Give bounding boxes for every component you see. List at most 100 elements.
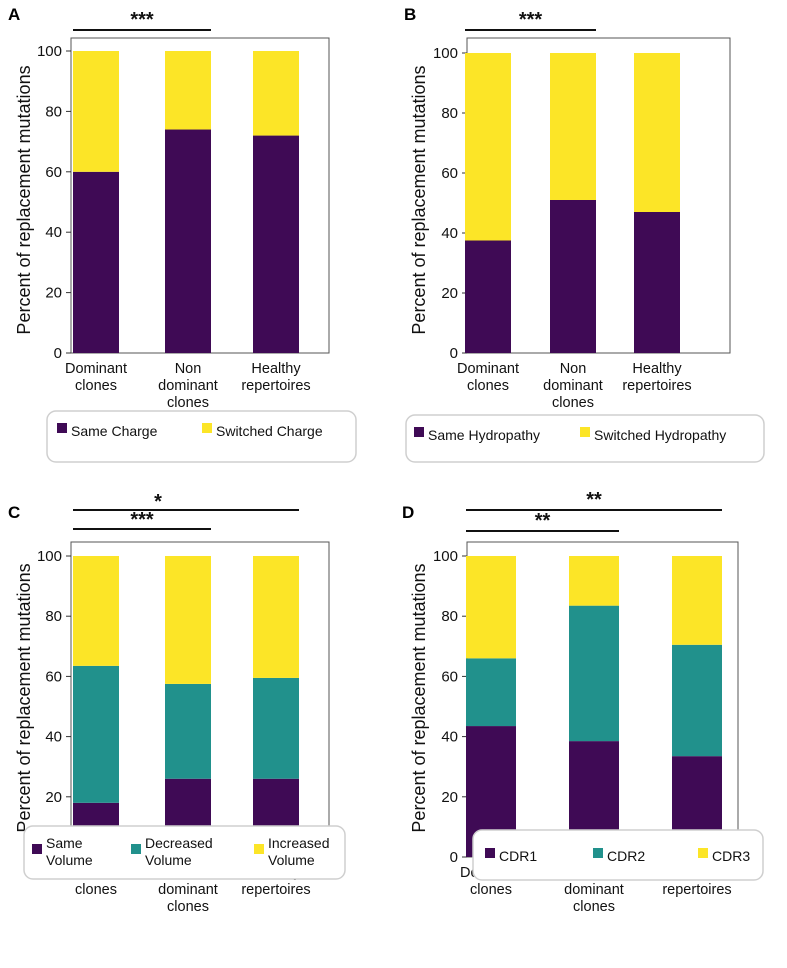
panel-letter: D [402,503,414,522]
legend-label-line: Volume [46,852,93,868]
legend-label-line: Switched Charge [216,423,323,439]
legend-label: Same Volume [46,835,93,868]
legend-swatch [414,427,424,437]
bar-increased-volume [73,556,119,666]
x-category-label-line: clones [75,882,117,898]
x-category-label-line: clones [75,378,117,394]
legend-swatch [57,423,67,433]
legend-swatch [131,844,141,854]
bar-same-charge [73,171,119,353]
y-tick-label: 40 [45,729,62,746]
y-tick-label: 20 [45,789,62,806]
y-tick-label: 20 [441,789,458,806]
bar-switched-charge [165,51,211,130]
y-tick-label: 20 [45,285,62,302]
bar-cdr3 [569,556,619,606]
legend-box [23,825,346,880]
legend-box [46,410,357,463]
legend-label-line: Same Hydropathy [428,427,540,443]
bar-switched-charge [253,51,299,136]
y-tick-label: 100 [37,548,62,565]
bar-increased-volume [165,556,211,684]
bar-switched-hydropathy [550,53,596,200]
y-tick-label: 0 [450,345,458,362]
y-axis-label: Percent of replacement mutations [409,65,429,334]
x-category-label-line: clones [470,882,512,898]
y-tick-label: 100 [37,43,62,60]
bar-same-charge [253,135,299,353]
y-tick-label: 20 [441,285,458,302]
bar-decreased-volume [73,665,119,803]
x-category-label-line: Non [560,361,587,377]
y-tick-label: 40 [441,729,458,746]
legend-label: Same Charge [71,423,158,439]
panel-letter: A [8,5,20,24]
y-tick-label: 40 [441,225,458,242]
legend-label-line: CDR1 [499,848,537,864]
x-category-label-line: clones [552,395,594,411]
legend-swatch [202,423,212,433]
legend-swatch [254,844,264,854]
x-category-label-line: Healthy [632,361,682,377]
legend-label-line: CDR2 [607,848,645,864]
significance-stars: * [154,491,162,513]
legend-swatch [698,848,708,858]
legend-box [472,829,764,881]
x-category-label-line: clones [573,899,615,915]
y-tick-label: 0 [450,849,458,866]
legend-label: Increased Volume [268,835,329,868]
legend-label-line: Volume [145,852,192,868]
x-category-label-line: dominant [158,882,218,898]
legend-label: CDR1 [499,848,537,864]
panel-letter: B [404,5,416,24]
x-category-label-line: Non [175,361,202,377]
significance-stars: ** [586,489,602,511]
legend-label-line: Same [46,835,83,851]
bar-cdr2 [672,644,722,757]
legend-label-line: Decreased [145,835,213,851]
bar-switched-hydropathy [465,53,511,241]
y-tick-label: 100 [433,548,458,565]
significance-stars: *** [130,9,154,31]
bar-switched-charge [73,51,119,172]
y-tick-label: 80 [441,105,458,122]
legend-label: Same Hydropathy [428,427,540,443]
x-category-label-line: dominant [543,378,603,394]
bar-cdr2 [466,658,516,727]
legend-swatch [593,848,603,858]
y-axis-label: Percent of replacement mutations [409,563,429,832]
bar-switched-hydropathy [634,53,680,212]
significance-stars: *** [519,9,543,31]
bar-same-hydropathy [634,212,680,353]
y-tick-label: 100 [433,45,458,62]
legend-label: CDR3 [712,848,750,864]
x-category-label-line: repertoires [241,882,310,898]
bar-decreased-volume [165,683,211,779]
x-category-label-line: clones [167,395,209,411]
bar-increased-volume [253,556,299,678]
bar-cdr3 [466,556,516,659]
legend-swatch [32,844,42,854]
bar-same-charge [165,129,211,353]
y-tick-label: 60 [441,668,458,685]
x-category-label-line: clones [467,378,509,394]
y-tick-label: 60 [45,164,62,181]
legend-label: Switched Charge [216,423,323,439]
y-tick-label: 40 [45,224,62,241]
legend-label: CDR2 [607,848,645,864]
legend-label-line: Switched Hydropathy [594,427,726,443]
bar-same-hydropathy [550,200,596,353]
panel-c: C020406080100Percent of replacement muta… [8,491,346,915]
x-category-label-line: Healthy [251,361,301,377]
x-category-label-line: clones [167,899,209,915]
x-category-label-line: Dominant [65,361,127,377]
